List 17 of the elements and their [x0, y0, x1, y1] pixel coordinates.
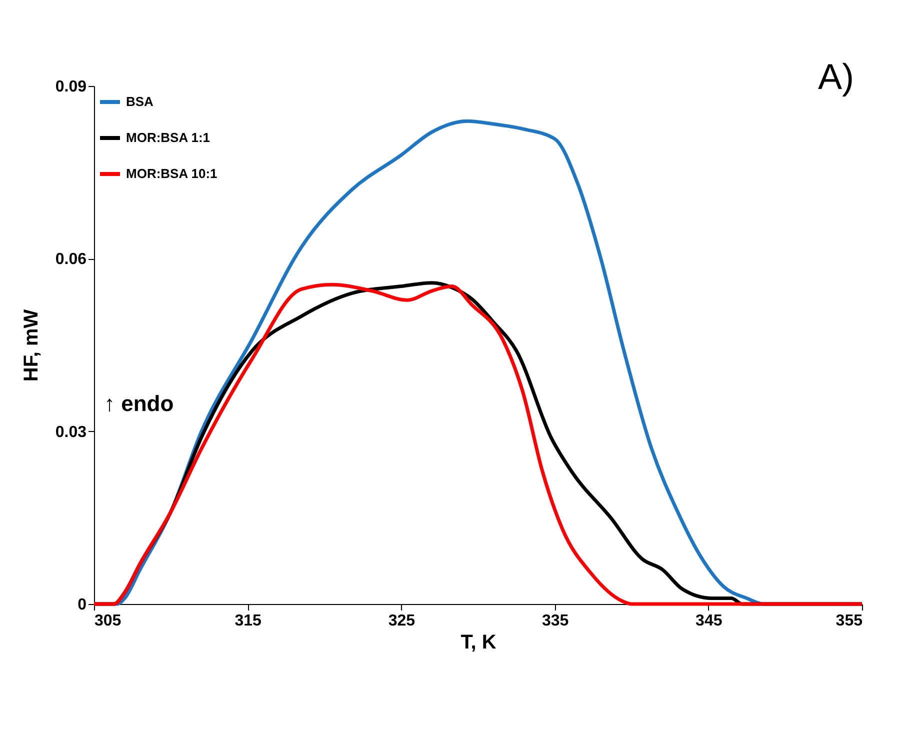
x-axis-title: T, K [460, 632, 497, 654]
y-tick-label: 0.09 [55, 78, 87, 96]
x-tick-label: 325 [388, 612, 416, 630]
y-tick-label: 0.06 [55, 251, 87, 268]
legend-label: MOR:BSA 10:1 [126, 166, 218, 181]
y-tick-label: 0.03 [55, 424, 87, 441]
y-tick-label: 0 [78, 596, 87, 614]
x-tick-label: 345 [696, 612, 722, 630]
annotation: A) [818, 56, 854, 97]
legend-label: MOR:BSA 1:1 [126, 130, 210, 145]
x-tick-label: 305 [94, 612, 122, 630]
x-tick-label: 355 [836, 612, 863, 630]
annotation: ↑ endo [104, 391, 174, 416]
x-tick-label: 335 [542, 612, 569, 630]
x-tick-label: 315 [234, 612, 262, 630]
y-axis-title: HF, mW [20, 309, 42, 382]
legend-label: BSA [126, 94, 154, 109]
